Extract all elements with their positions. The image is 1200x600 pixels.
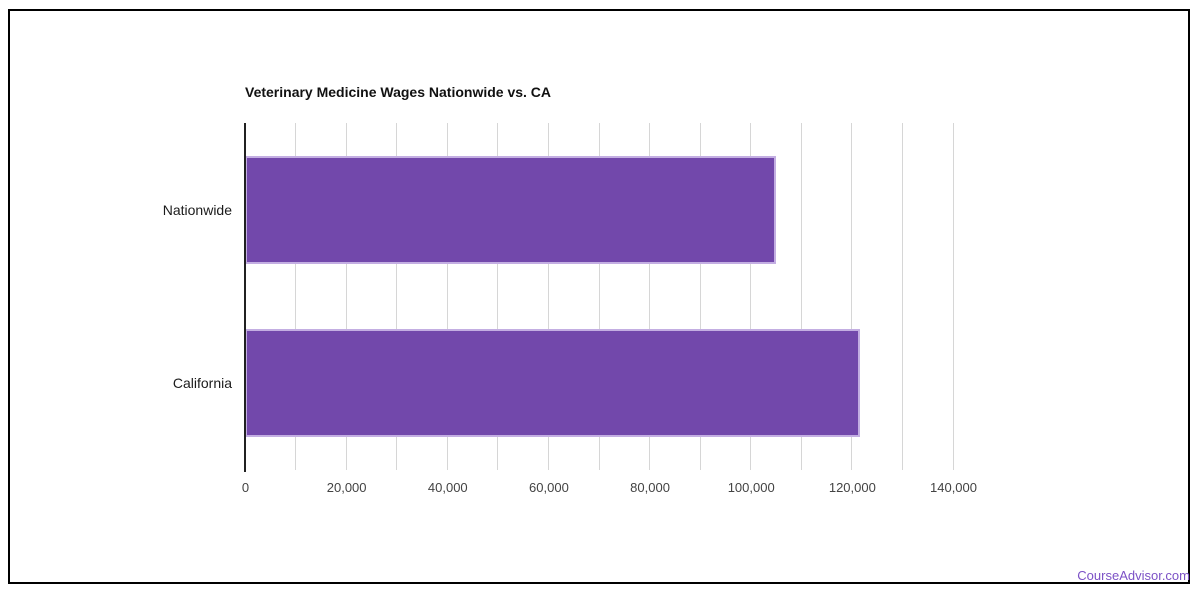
- gridline: [800, 123, 802, 470]
- gridline: [446, 123, 448, 470]
- x-tick-label: 60,000: [529, 480, 569, 495]
- chart-title: Veterinary Medicine Wages Nationwide vs.…: [245, 84, 552, 100]
- x-tick-label: 140,000: [930, 480, 977, 495]
- zero-axis-line: [244, 123, 246, 472]
- courseadvisor-link[interactable]: CourseAdvisor.com: [1077, 568, 1190, 583]
- category-label-california: California: [172, 375, 232, 391]
- gridline: [699, 123, 701, 470]
- category-axis-labels: Nationwide California: [0, 123, 232, 470]
- x-tick-label: 40,000: [427, 480, 468, 495]
- gridline: [649, 123, 651, 470]
- gridline: [952, 123, 954, 470]
- gridline: [851, 123, 853, 470]
- gridline: [901, 123, 903, 470]
- gridline: [497, 123, 499, 470]
- gridline: [750, 123, 752, 470]
- gridline: [598, 123, 600, 470]
- gridline: [547, 123, 549, 470]
- plot-area: [245, 123, 954, 470]
- x-tick-label: 100,000: [727, 480, 775, 495]
- x-tick-label: 80,000: [630, 480, 670, 495]
- x-axis-tick-labels: 0 20,000 40,000 60,000 80,000 100,000 120,000 1…: [0, 480, 1200, 500]
- bar-california: [245, 329, 861, 437]
- bar-nationwide: [245, 156, 776, 264]
- x-tick-label: 0: [241, 480, 250, 495]
- x-tick-label: 120,000: [828, 480, 876, 495]
- gridline: [295, 123, 297, 470]
- x-tick-label: 20,000: [326, 480, 367, 495]
- gridline: [345, 123, 347, 470]
- gridline: [396, 123, 398, 470]
- category-label-nationwide: Nationwide: [162, 202, 232, 218]
